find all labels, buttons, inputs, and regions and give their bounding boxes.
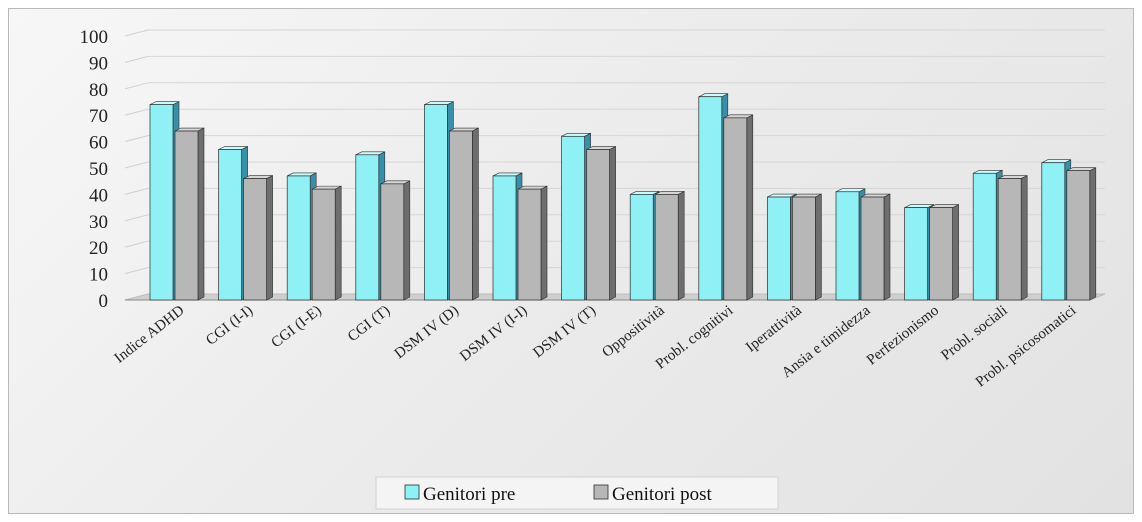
bar-genitori-post-side [266,175,273,301]
bar-genitori-post [792,196,816,301]
x-tick-label: Oppositività [599,302,668,360]
bar-genitori-post-side [609,146,616,301]
bar-genitori-post [929,207,953,301]
bar-genitori-post-side [952,204,959,301]
bar-genitori-post [1066,170,1091,301]
y-tick-label: 60 [89,133,108,154]
bar-genitori-post-side [472,127,479,301]
bar-genitori-pre [972,172,997,301]
bar-genitori-pre [561,135,585,301]
grid-line-diag [124,29,149,37]
bar-genitori-pre [355,154,380,301]
bar-genitori-pre [424,104,448,301]
grid-line-diag [124,240,149,248]
bar-genitori-pre [149,104,174,301]
grid-line-diag [124,135,149,143]
bar-genitori-pre [218,149,242,301]
legend [375,476,779,510]
x-tick-label: CGI (T) [345,303,393,346]
grid-line-diag [124,82,149,90]
bar-genitori-pre [904,207,928,301]
y-tick-label: 90 [89,53,108,74]
grid-line-diag [124,267,149,275]
bar-genitori-post-side [677,190,685,301]
bar-genitori-pre [492,175,517,301]
bar-genitori-pre [698,96,723,301]
bar-genitori-post [517,188,542,301]
x-tick-label: Iperattività [743,302,805,355]
bar-genitori-post [586,149,610,301]
bar-genitori-pre [835,191,860,301]
bar-genitori-post-side [197,127,205,301]
bar-genitori-post-side [815,193,822,301]
bar-genitori-post-side [883,193,891,301]
y-tick-label: 20 [89,238,108,259]
grid-line-diag [124,161,149,169]
y-tick-label: 40 [89,185,108,206]
bar-genitori-pre [1041,162,1066,301]
y-tick-label: 100 [80,27,109,48]
y-tick-label: 30 [89,212,108,233]
x-tick-label: CGI (I-I) [203,303,256,349]
legend-swatch-genitori-pre [404,484,420,500]
x-tick-label: DSM IV (T) [530,303,599,362]
x-tick-label: DSM IV (D) [392,303,462,363]
bar-genitori-post-side [403,180,411,301]
bar-genitori-post [311,188,336,301]
x-tick-label: DSM IV (I-I) [457,303,530,365]
y-tick-label: 50 [89,159,108,180]
bar-genitori-pre [629,194,654,301]
x-tick-label: CGI (I-E) [269,303,325,352]
legend-label-genitori-post: Genitori post [612,484,712,505]
bar-genitori-post [997,178,1022,301]
bar-genitori-post [449,130,473,301]
legend-label-genitori-pre: Genitori pre [423,484,515,505]
bar-genitori-post [174,130,199,301]
x-tick-label: Indice ADHD [112,302,188,366]
bar-genitori-pre [286,175,311,301]
bar-genitori-post-side [746,114,754,301]
bar-genitori-post [723,117,748,301]
y-tick-label: 70 [89,106,108,127]
y-tick-label: 80 [89,80,108,101]
bar-genitori-post [380,183,405,301]
bar-genitori-post-side [334,185,342,301]
grid-line-diag [124,55,149,63]
x-tick-label: Perfezionismo [864,303,942,369]
bar-genitori-post-side [1089,167,1097,301]
grid-line-diag [124,187,149,195]
x-tick-label: Probl. sociali [938,303,1010,364]
legend-swatch-genitori-post [593,484,609,500]
bar-genitori-post-side [540,185,548,301]
bar-genitori-post-side [1020,175,1028,301]
y-tick-label: 10 [89,265,108,286]
bar-genitori-pre [767,196,791,301]
bar-genitori-post [860,196,885,301]
bar-genitori-post [243,178,267,301]
y-tick-label: 0 [99,291,109,312]
grid-line-diag [124,108,149,116]
grid-line-diag [124,214,149,222]
bar-genitori-post [654,194,679,301]
